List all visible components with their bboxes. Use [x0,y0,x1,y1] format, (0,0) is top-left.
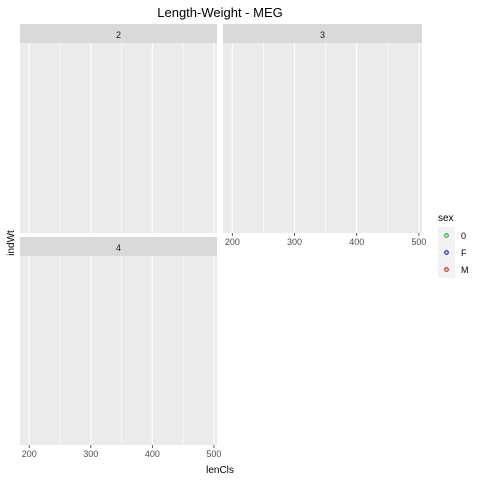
legend-marker [444,250,449,255]
legend-title: sex [438,213,454,224]
panel-background [20,43,217,233]
x-axis-label: lenCls [206,465,234,476]
legend-key [438,261,455,278]
legend-marker [444,267,449,272]
legend: sex 0 FM [438,213,469,278]
facet-panel-3: 3 200 300 400 500 [223,24,426,247]
facet-panels: 2 3 200 300 400 500 4 200 300 400 500 [20,24,426,459]
facet-panel-2: 2 [20,24,217,233]
panel-background [20,256,217,445]
chart-title: Length-Weight - MEG [157,5,282,20]
legend-item-M: M [438,261,469,278]
facet-strip-label: 2 [116,30,121,40]
x-tick-label: 200 [225,237,240,247]
legend-key [438,244,455,261]
x-tick-label: 400 [145,449,160,459]
facet-strip [20,237,217,256]
legend-item-F: F [438,244,467,261]
y-axis-label: indWt [6,230,17,256]
legend-label: 0 [461,231,466,241]
legend-marker [444,233,449,238]
legend-key [438,227,455,244]
facet-strip [20,24,217,43]
facet-strip-label: 4 [116,243,121,253]
panel-background [223,43,422,233]
x-tick-label: 400 [349,237,364,247]
x-tick-label: 500 [411,237,426,247]
x-tick-label: 300 [83,449,98,459]
facet-strip [223,24,422,43]
x-tick-label: 500 [206,449,221,459]
legend-label: M [461,265,469,275]
legend-item-0: 0 [438,227,466,244]
facet-strip-label: 3 [320,30,325,40]
x-tick-label: 200 [22,449,37,459]
facet-panel-4: 4 200 300 400 500 [20,237,221,459]
x-tick-label: 300 [287,237,302,247]
legend-label: F [461,248,467,258]
